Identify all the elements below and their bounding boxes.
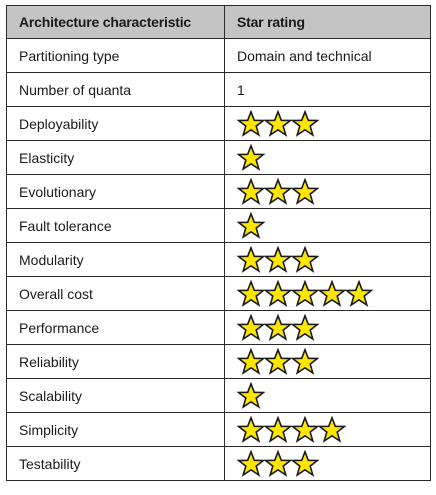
star-icon bbox=[291, 246, 319, 273]
rating-cell bbox=[224, 242, 431, 277]
star-icon bbox=[264, 450, 292, 477]
rating-cell bbox=[224, 310, 431, 345]
star-icon bbox=[264, 416, 292, 443]
star-icon bbox=[237, 382, 265, 409]
rating-cell bbox=[224, 276, 431, 311]
table-row: Scalability bbox=[6, 378, 431, 413]
star-icon bbox=[237, 144, 265, 171]
star-icon bbox=[237, 280, 265, 307]
star-rating bbox=[237, 210, 265, 242]
table-row: Modularity bbox=[6, 242, 431, 277]
table-row: Elasticity bbox=[6, 140, 431, 175]
star-rating bbox=[237, 448, 319, 480]
table-row: Evolutionary bbox=[6, 174, 431, 209]
star-icon bbox=[237, 450, 265, 477]
star-icon bbox=[291, 110, 319, 137]
characteristic-cell: Elasticity bbox=[6, 140, 225, 175]
star-icon bbox=[345, 280, 373, 307]
rating-text: 1 bbox=[237, 81, 245, 98]
characteristic-cell: Deployability bbox=[6, 106, 225, 141]
table-row: Fault tolerance bbox=[6, 208, 431, 243]
star-icon bbox=[237, 178, 265, 205]
star-rating bbox=[237, 108, 319, 140]
star-rating bbox=[237, 278, 373, 310]
characteristic-cell: Testability bbox=[6, 446, 225, 481]
rating-cell bbox=[224, 106, 431, 141]
characteristic-cell: Partitioning type bbox=[6, 38, 225, 73]
star-rating bbox=[237, 176, 319, 208]
rating-cell bbox=[224, 446, 431, 481]
rating-cell bbox=[224, 174, 431, 209]
characteristic-cell: Reliability bbox=[6, 344, 225, 379]
table-header-row: Architecture characteristic Star rating bbox=[6, 5, 431, 39]
star-icon bbox=[318, 416, 346, 443]
star-icon bbox=[237, 110, 265, 137]
characteristic-cell: Simplicity bbox=[6, 412, 225, 447]
star-icon bbox=[291, 348, 319, 375]
star-icon bbox=[237, 314, 265, 341]
star-icon bbox=[264, 110, 292, 137]
characteristic-cell: Scalability bbox=[6, 378, 225, 413]
table-row: Performance bbox=[6, 310, 431, 345]
star-icon bbox=[291, 450, 319, 477]
rating-cell bbox=[224, 208, 431, 243]
characteristic-cell: Performance bbox=[6, 310, 225, 345]
star-icon bbox=[237, 348, 265, 375]
rating-cell: Domain and technical bbox=[224, 38, 431, 73]
star-rating bbox=[237, 346, 319, 378]
star-icon bbox=[264, 246, 292, 273]
star-icon bbox=[291, 178, 319, 205]
star-icon bbox=[264, 178, 292, 205]
star-icon bbox=[237, 212, 265, 239]
table-row: Partitioning type Domain and technical bbox=[6, 38, 431, 73]
table-row: Overall cost bbox=[6, 276, 431, 311]
star-icon bbox=[318, 280, 346, 307]
rating-cell: 1 bbox=[224, 72, 431, 107]
star-rating bbox=[237, 380, 265, 412]
characteristic-cell: Modularity bbox=[6, 242, 225, 277]
rating-cell bbox=[224, 344, 431, 379]
star-rating bbox=[237, 244, 319, 276]
header-star-rating: Star rating bbox=[224, 5, 431, 39]
star-icon bbox=[291, 280, 319, 307]
star-icon bbox=[264, 314, 292, 341]
star-rating bbox=[237, 414, 346, 446]
table-row: Simplicity bbox=[6, 412, 431, 447]
architecture-ratings-table: Architecture characteristic Star rating … bbox=[6, 5, 431, 481]
star-rating bbox=[237, 142, 265, 174]
characteristic-cell: Fault tolerance bbox=[6, 208, 225, 243]
star-icon bbox=[264, 280, 292, 307]
characteristic-cell: Evolutionary bbox=[6, 174, 225, 209]
table-row: Testability bbox=[6, 446, 431, 481]
star-icon bbox=[237, 416, 265, 443]
rating-cell bbox=[224, 412, 431, 447]
characteristic-cell: Number of quanta bbox=[6, 72, 225, 107]
star-icon bbox=[264, 348, 292, 375]
table-row: Deployability bbox=[6, 106, 431, 141]
table-row: Reliability bbox=[6, 344, 431, 379]
rating-cell bbox=[224, 140, 431, 175]
table-row: Number of quanta 1 bbox=[6, 72, 431, 107]
rating-cell bbox=[224, 378, 431, 413]
characteristic-cell: Overall cost bbox=[6, 276, 225, 311]
star-rating bbox=[237, 312, 319, 344]
star-icon bbox=[237, 246, 265, 273]
header-architecture-characteristic: Architecture characteristic bbox=[6, 5, 225, 39]
star-icon bbox=[291, 416, 319, 443]
table-body: Partitioning type Domain and technical Num… bbox=[6, 38, 431, 481]
star-icon bbox=[291, 314, 319, 341]
rating-text: Domain and technical bbox=[237, 47, 372, 64]
